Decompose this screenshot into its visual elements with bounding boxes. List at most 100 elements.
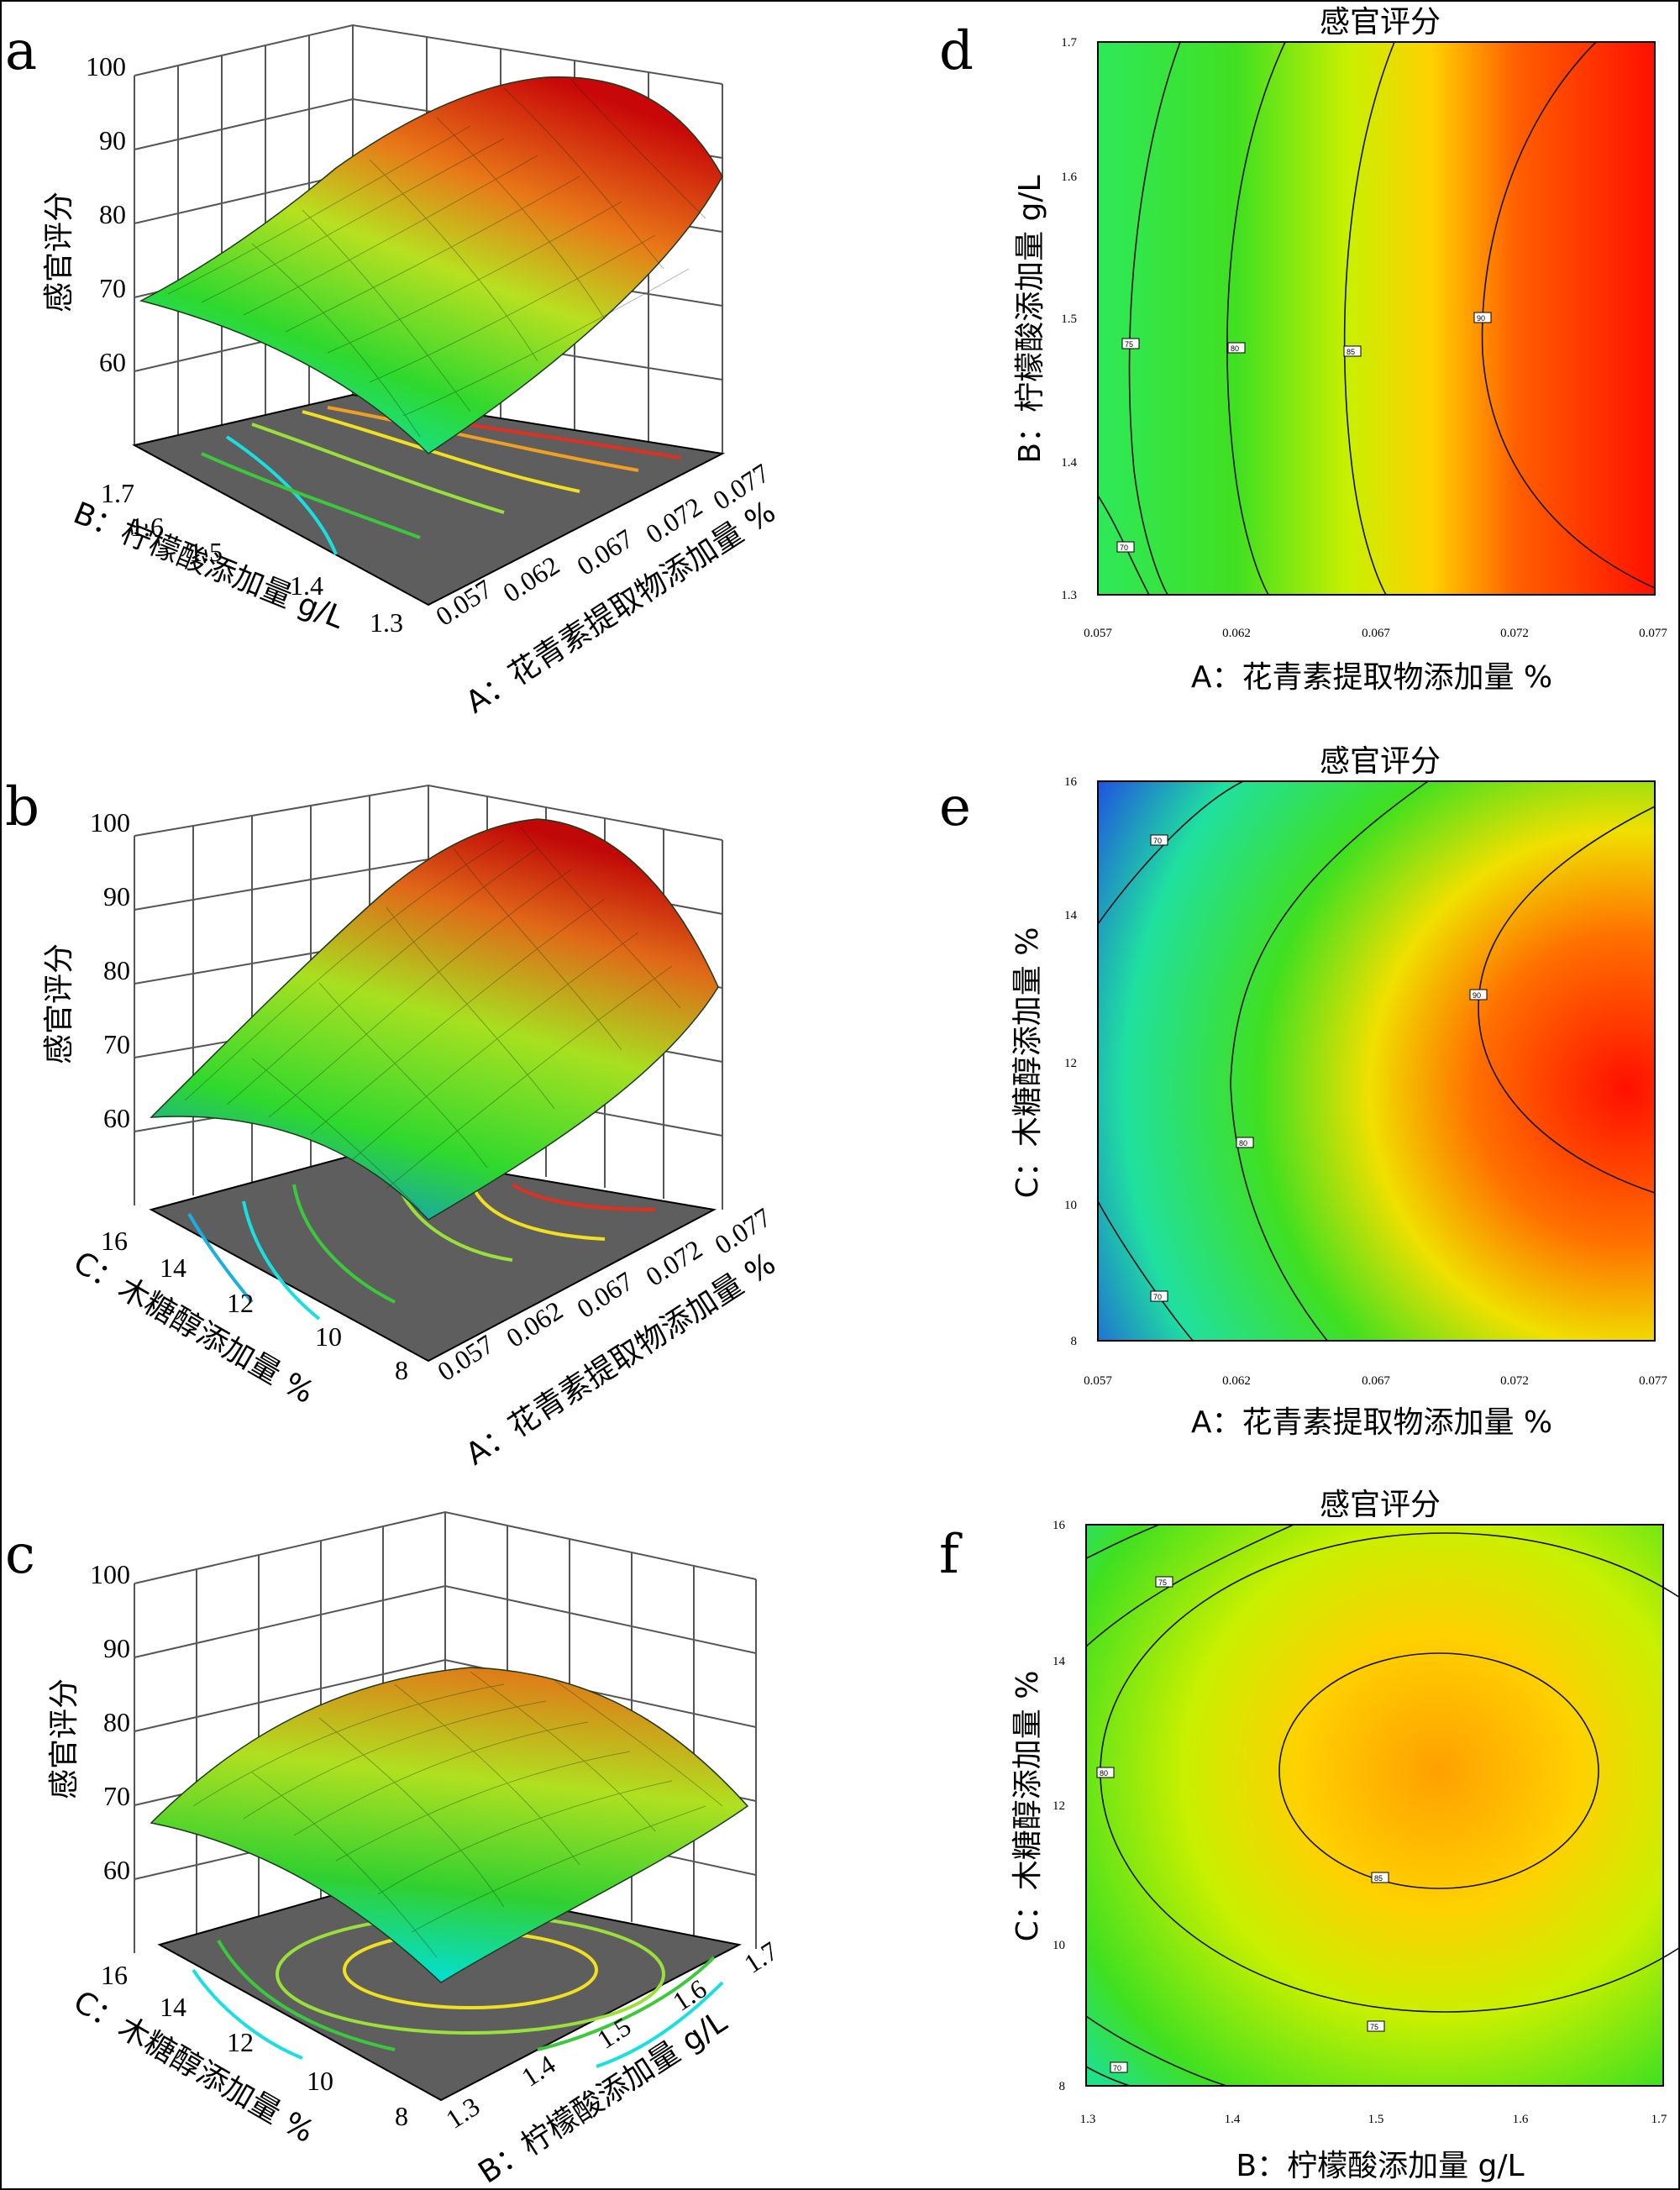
y-tick: 1.5	[189, 537, 223, 567]
panel-label-d: d	[939, 20, 974, 82]
y-tick: 1.4	[1061, 456, 1077, 470]
y-axis-label: C：木糖醇添加量 %	[1011, 927, 1045, 1199]
y-tick: 10	[1053, 1939, 1065, 1952]
z-tick: 80	[103, 955, 130, 985]
contour-level-label: 80	[1100, 1769, 1108, 1778]
y-tick: 8	[395, 2101, 408, 2131]
x-tick: 0.057	[1084, 1374, 1112, 1388]
axis-z-c: 60 70 80 90 100 感官评分	[47, 1559, 130, 1885]
y-tick: 10	[1064, 1199, 1077, 1212]
z-tick: 90	[103, 881, 130, 911]
axis-x-e: 0.057 0.062 0.067 0.072 0.077 A：花青素提取物添加…	[1084, 1374, 1667, 1440]
axis-y-d: 1.3 1.4 1.5 1.6 1.7 B：柠檬酸添加量 g/L	[1013, 36, 1078, 602]
surface-plot-c: 60 70 80 90 100 感官评分 16 14 12 10 8 C：木糖醇…	[47, 1510, 783, 2190]
y-tick: 1.3	[1061, 589, 1077, 602]
panel-label-e: e	[939, 776, 971, 838]
x-axis-label: A：花青素提取物添加量 %	[1191, 660, 1552, 695]
x-axis-label: B：柠檬酸添加量 g/L	[1236, 2149, 1524, 2183]
x-tick: 0.062	[1222, 1374, 1251, 1388]
z-tick: 100	[90, 1559, 130, 1589]
surface-b	[150, 818, 719, 1221]
z-tick: 70	[103, 1029, 130, 1059]
x-tick: 1.7	[1651, 2113, 1667, 2126]
axis-y-f: 8 10 12 14 16 C：木糖醇添加量 %	[1011, 1519, 1066, 2093]
contour-level-labels-f: 75 80 85 75 70	[1096, 1576, 1389, 2073]
z-axis-label: 感官评分	[47, 1678, 81, 1799]
x-tick: 0.072	[1500, 627, 1529, 640]
x-tick: 1.7	[738, 1935, 783, 1979]
y-tick: 12	[1064, 1057, 1077, 1070]
contour-level-label: 80	[1239, 1139, 1247, 1148]
floor-a	[132, 393, 726, 607]
z-tick: 100	[86, 51, 126, 81]
x-tick: 0.072	[1500, 1374, 1529, 1388]
contour-level-label: 90	[1477, 314, 1485, 323]
z-tick: 90	[103, 1633, 130, 1663]
z-tick: 60	[103, 1855, 130, 1885]
x-tick: 1.5	[1368, 2113, 1384, 2126]
x-tick: 0.062	[1222, 627, 1251, 640]
contour-level-label: 70	[1153, 1293, 1162, 1301]
z-tick: 60	[103, 1103, 130, 1133]
contour-level-label: 90	[1473, 991, 1481, 1000]
axis-x-d: 0.057 0.062 0.067 0.072 0.077 A：花青素提取物添加…	[1084, 627, 1667, 695]
contour-plot-f: 感官评分 75 80 85 75 70 8 10 12 14 16 C：木糖醇添…	[1011, 1488, 1680, 2183]
y-tick: 8	[1059, 2080, 1066, 2093]
surface-plot-b: 60 70 80 90 100 感官评分 16 14 12 10 8 C：木糖醇…	[42, 784, 782, 1473]
contour-lines-d	[1097, 41, 1656, 596]
x-axis-label: A：花青素提取物添加量 %	[1191, 1405, 1552, 1440]
y-tick: 10	[307, 2066, 333, 2096]
axis-z-a: 60 70 80 90 100 感官评分	[42, 51, 126, 377]
y-tick: 1.7	[1061, 36, 1077, 50]
x-tick: 1.6	[1513, 2113, 1529, 2126]
x-tick: 1.3	[1080, 2113, 1096, 2126]
z-tick: 80	[103, 1707, 130, 1737]
x-tick: 0.077	[1639, 627, 1667, 640]
y-tick: 12	[227, 1288, 254, 1318]
y-tick: 16	[101, 1226, 128, 1256]
y-axis-label: B：柠檬酸添加量 g/L	[1013, 175, 1047, 463]
surface-c	[150, 1667, 749, 1983]
z-tick: 80	[99, 199, 126, 229]
x-tick: 0.057	[1084, 627, 1112, 640]
floor-contours-a	[201, 406, 681, 555]
z-tick: 90	[99, 125, 126, 155]
z-tick: 70	[99, 273, 126, 303]
z-tick: 70	[103, 1781, 130, 1811]
contour-level-label: 85	[1347, 348, 1355, 356]
y-axis-label: C：木糖醇添加量 %	[1011, 1671, 1045, 1942]
y-tick: 1.7	[101, 478, 134, 508]
axis-z-b: 60 70 80 90 100 感官评分	[42, 807, 130, 1133]
floor-c	[157, 1876, 742, 2102]
x-tick: 0.077	[709, 1201, 776, 1259]
x-tick: 0.067	[1362, 1374, 1390, 1388]
surface-mesh-c	[192, 1671, 723, 1958]
y-tick: 1.4	[290, 570, 323, 601]
y-tick: 1.5	[1061, 312, 1077, 326]
z-axis-label: 感官评分	[42, 192, 76, 312]
contour-level-label: 75	[1125, 340, 1133, 349]
y-tick: 8	[1071, 1335, 1078, 1348]
y-tick: 10	[315, 1321, 342, 1352]
contour-level-labels-d: 70 75 80 85 90	[1116, 312, 1492, 553]
y-tick: 12	[227, 2027, 254, 2057]
contour-level-label: 70	[1113, 2064, 1121, 2072]
x-tick: 0.077	[1639, 1374, 1667, 1388]
x-tick: 1.4	[1225, 2113, 1241, 2126]
x-tick: 0.067	[1362, 627, 1390, 640]
contour-plot-d: 感官评分 70 75 80 85 90 1.3 1.4 1.5 1.6 1.7 …	[1013, 5, 1667, 695]
surface-mesh-b	[184, 827, 681, 1211]
y-tick: 14	[160, 1253, 186, 1283]
z-tick: 100	[90, 807, 130, 838]
contour-title: 感官评分	[1320, 5, 1441, 39]
axis-x-f: 1.3 1.4 1.5 1.6 1.7 B：柠檬酸添加量 g/L	[1080, 2113, 1667, 2183]
y-tick: 1.6	[130, 512, 164, 542]
panel-label-f: f	[939, 1524, 963, 1586]
y-tick: 16	[1064, 775, 1078, 789]
y-tick: 16	[1053, 1519, 1066, 1532]
y-tick: 14	[1064, 909, 1078, 922]
y-tick: 1.6	[1061, 171, 1077, 184]
surface-mesh-a	[167, 79, 706, 438]
y-tick: 1.3	[370, 607, 403, 638]
